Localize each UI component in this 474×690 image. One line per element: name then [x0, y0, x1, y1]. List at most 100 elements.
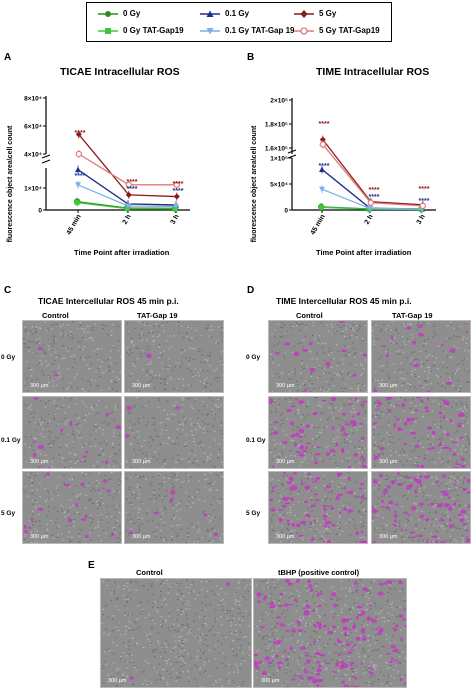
texture-dot	[298, 329, 301, 332]
texture-dot	[117, 597, 120, 600]
texture-dot	[144, 617, 147, 619]
texture-dot	[275, 532, 277, 535]
texture-dot	[393, 588, 396, 590]
texture-dot	[372, 519, 374, 522]
texture-dot	[185, 618, 188, 620]
texture-dot	[401, 588, 404, 590]
texture-dot	[335, 374, 338, 376]
ros-spot	[85, 450, 88, 454]
texture-dot	[296, 426, 298, 428]
texture-dot	[281, 530, 283, 533]
texture-dot	[376, 399, 378, 401]
texture-dot	[174, 516, 177, 518]
texture-dot	[35, 520, 37, 522]
texture-dot	[190, 405, 193, 408]
texture-dot	[346, 460, 349, 462]
texture-dot	[277, 398, 280, 400]
texture-dot	[392, 436, 395, 438]
texture-dot	[404, 658, 406, 660]
texture-dot	[56, 484, 59, 487]
texture-dot	[138, 525, 140, 527]
texture-dot	[44, 475, 46, 477]
texture-dot	[201, 380, 204, 382]
texture-dot	[160, 391, 162, 392]
texture-dot	[469, 389, 470, 391]
data-point	[75, 182, 81, 188]
ros-spot	[362, 587, 369, 592]
texture-dot	[404, 389, 407, 392]
texture-dot	[138, 334, 141, 336]
texture-dot	[416, 329, 419, 331]
texture-dot	[309, 603, 311, 605]
texture-dot	[378, 656, 381, 658]
ros-spot	[202, 513, 208, 517]
texture-dot	[182, 397, 185, 399]
chart-a-title: TICAE Intracellular ROS	[60, 66, 180, 78]
texture-dot	[106, 522, 109, 524]
texture-dot	[342, 477, 345, 479]
texture-dot	[108, 494, 111, 496]
texture-dot	[242, 596, 245, 598]
texture-dot	[209, 446, 211, 448]
texture-dot	[42, 344, 45, 346]
texture-dot	[365, 464, 367, 466]
texture-dot	[145, 424, 148, 426]
texture-dot	[313, 426, 316, 428]
texture-dot	[251, 598, 252, 599]
texture-dot	[337, 522, 340, 525]
texture-dot	[269, 449, 271, 451]
texture-dot	[287, 529, 290, 531]
texture-dot	[188, 592, 190, 594]
texture-dot	[109, 650, 111, 652]
ros-spot	[403, 442, 407, 446]
texture-dot	[318, 365, 321, 367]
texture-dot	[188, 461, 191, 463]
texture-dot	[152, 377, 154, 379]
texture-dot	[358, 440, 361, 442]
texture-dot	[81, 377, 84, 380]
texture-dot	[271, 632, 274, 634]
texture-dot	[396, 381, 398, 383]
texture-dot	[323, 542, 325, 543]
texture-dot	[103, 441, 106, 443]
ros-spot	[460, 457, 465, 461]
texture-dot	[177, 614, 179, 616]
texture-dot	[234, 663, 237, 665]
texture-dot	[317, 377, 319, 379]
texture-dot	[411, 359, 414, 361]
texture-dot	[121, 461, 122, 462]
texture-dot	[300, 616, 302, 618]
texture-dot	[410, 359, 412, 361]
texture-dot	[223, 480, 224, 481]
texture-dot	[406, 535, 409, 537]
texture-dot	[53, 340, 55, 342]
texture-dot	[89, 514, 92, 516]
texture-dot	[369, 644, 371, 646]
texture-dot	[243, 636, 245, 638]
x-tick-label: 3 h	[416, 214, 427, 226]
texture-dot	[360, 523, 363, 525]
texture-dot	[172, 647, 175, 649]
texture-dot	[126, 586, 129, 588]
texture-dot	[321, 342, 324, 344]
texture-dot	[460, 477, 463, 479]
texture-dot	[127, 519, 129, 521]
texture-dot	[147, 421, 149, 423]
texture-dot	[154, 623, 156, 625]
ros-spot	[393, 659, 399, 662]
texture-dot	[355, 497, 358, 499]
texture-dot	[309, 391, 312, 392]
texture-dot	[207, 324, 210, 326]
texture-dot	[410, 412, 413, 414]
ros-spot	[372, 516, 374, 519]
texture-dot	[403, 599, 405, 602]
texture-dot	[433, 500, 436, 502]
texture-dot	[291, 595, 294, 597]
texture-dot	[157, 632, 160, 634]
texture-dot	[299, 324, 301, 326]
texture-dot	[217, 500, 219, 502]
ros-spot	[326, 541, 331, 543]
texture-dot	[116, 686, 118, 687]
texture-dot	[83, 345, 85, 348]
texture-dot	[338, 522, 341, 524]
